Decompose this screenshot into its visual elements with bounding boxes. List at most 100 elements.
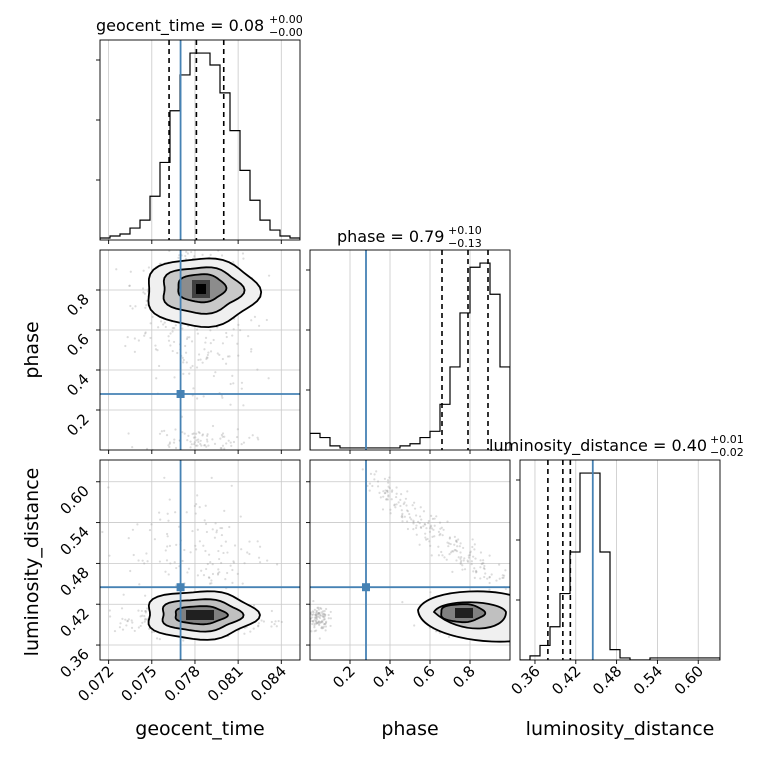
ylabel-luminosity-distance: luminosity_distance — [21, 468, 43, 657]
scatter-point — [213, 442, 217, 446]
scatter-point — [210, 476, 213, 479]
scatter-point — [488, 576, 491, 579]
scatter-point — [204, 504, 207, 507]
scatter-point — [205, 451, 207, 453]
scatter-point — [176, 351, 179, 355]
scatter-point — [193, 504, 196, 508]
scatter-point — [155, 637, 159, 640]
scatter-point — [174, 511, 177, 514]
scatter-point — [129, 270, 132, 273]
title-geocent-time: geocent_time = 0.08 +0.00 −0.00 — [96, 13, 303, 39]
scatter-point — [158, 262, 161, 265]
panel-phase-histogram — [306, 249, 511, 454]
scatter-point — [214, 371, 217, 374]
scatter-point — [475, 570, 478, 573]
scatter-point — [243, 632, 246, 635]
scatter-point — [184, 344, 187, 348]
scatter-point — [193, 255, 196, 258]
scatter-point — [200, 569, 203, 572]
scatter-point — [223, 509, 226, 512]
scatter-point — [462, 559, 465, 562]
scatter-point — [189, 551, 192, 554]
scatter-point — [471, 545, 474, 549]
title-luminosity-distance-minus: −0.02 — [710, 446, 744, 459]
truth-marker — [362, 583, 370, 592]
scatter-point — [212, 338, 215, 342]
scatter-point — [190, 250, 193, 254]
scatter-point — [168, 250, 171, 252]
scatter-point — [145, 607, 149, 610]
scatter-point — [517, 608, 519, 610]
scatter-point — [381, 508, 385, 511]
scatter-point — [317, 612, 320, 615]
scatter-point — [252, 604, 256, 607]
scatter-point — [424, 532, 427, 535]
scatter-point — [390, 490, 394, 493]
scatter-point — [208, 582, 212, 585]
scatter-point — [209, 561, 212, 564]
scatter-point — [424, 536, 427, 539]
scatter-point — [413, 507, 417, 510]
panel-luminosity-distance-histogram — [516, 459, 721, 664]
scatter-point — [386, 489, 389, 492]
contour-0 — [147, 590, 261, 641]
scatter-point — [189, 366, 192, 369]
scatter-point — [227, 439, 230, 442]
scatter-point — [321, 612, 324, 615]
scatter-point — [395, 503, 398, 506]
scatter-point — [315, 611, 318, 614]
scatter-point — [406, 510, 410, 513]
scatter-point — [280, 620, 283, 624]
scatter-point — [412, 520, 415, 524]
scatter-point — [167, 573, 170, 576]
scatter-point — [159, 320, 163, 323]
scatter-point — [388, 476, 391, 479]
scatter-point — [194, 512, 197, 515]
scatter-point — [160, 430, 163, 433]
scatter-point — [503, 574, 506, 577]
scatter-point — [459, 542, 462, 545]
scatter-point — [231, 374, 234, 378]
scatter-point — [191, 364, 194, 368]
y-tick-label-luminosity_distance: 0.54 — [56, 523, 92, 559]
scatter-point — [124, 344, 127, 348]
scatter-point — [188, 336, 191, 339]
axes-frame — [309, 459, 511, 661]
scatter-point — [181, 559, 184, 563]
scatter-point — [236, 428, 239, 431]
scatter-point — [317, 612, 320, 615]
x-tick-label-phase: 0.8 — [449, 662, 479, 692]
scatter-point — [216, 247, 218, 249]
scatter-point — [204, 341, 207, 344]
scatter-point — [204, 549, 207, 553]
scatter-point — [368, 482, 372, 485]
scatter-point — [150, 523, 153, 526]
scatter-point — [153, 538, 156, 541]
scatter-point — [307, 617, 309, 619]
scatter-point — [141, 287, 145, 290]
scatter-point — [228, 525, 231, 529]
scatter-point — [129, 304, 132, 308]
scatter-point — [316, 621, 319, 624]
axes-frame — [99, 459, 301, 661]
scatter-point — [168, 544, 172, 548]
scatter-point — [154, 344, 157, 347]
x-tick-label-phase: 0.4 — [369, 662, 399, 692]
plot-area — [520, 460, 720, 660]
scatter-point — [169, 332, 172, 335]
scatter-point — [241, 252, 245, 255]
scatter-point — [419, 526, 422, 529]
scatter-point — [318, 616, 322, 620]
scatter-point — [461, 564, 464, 567]
scatter-point — [130, 619, 133, 622]
scatter-point — [169, 344, 172, 347]
scatter-point — [400, 493, 403, 496]
scatter-point — [197, 440, 200, 444]
scatter-point — [108, 554, 111, 557]
axes-frame — [519, 459, 721, 661]
scatter-point — [314, 617, 317, 620]
scatter-point — [231, 581, 234, 584]
scatter-point — [275, 625, 278, 628]
scatter-point — [452, 550, 455, 553]
scatter-point — [439, 532, 442, 536]
